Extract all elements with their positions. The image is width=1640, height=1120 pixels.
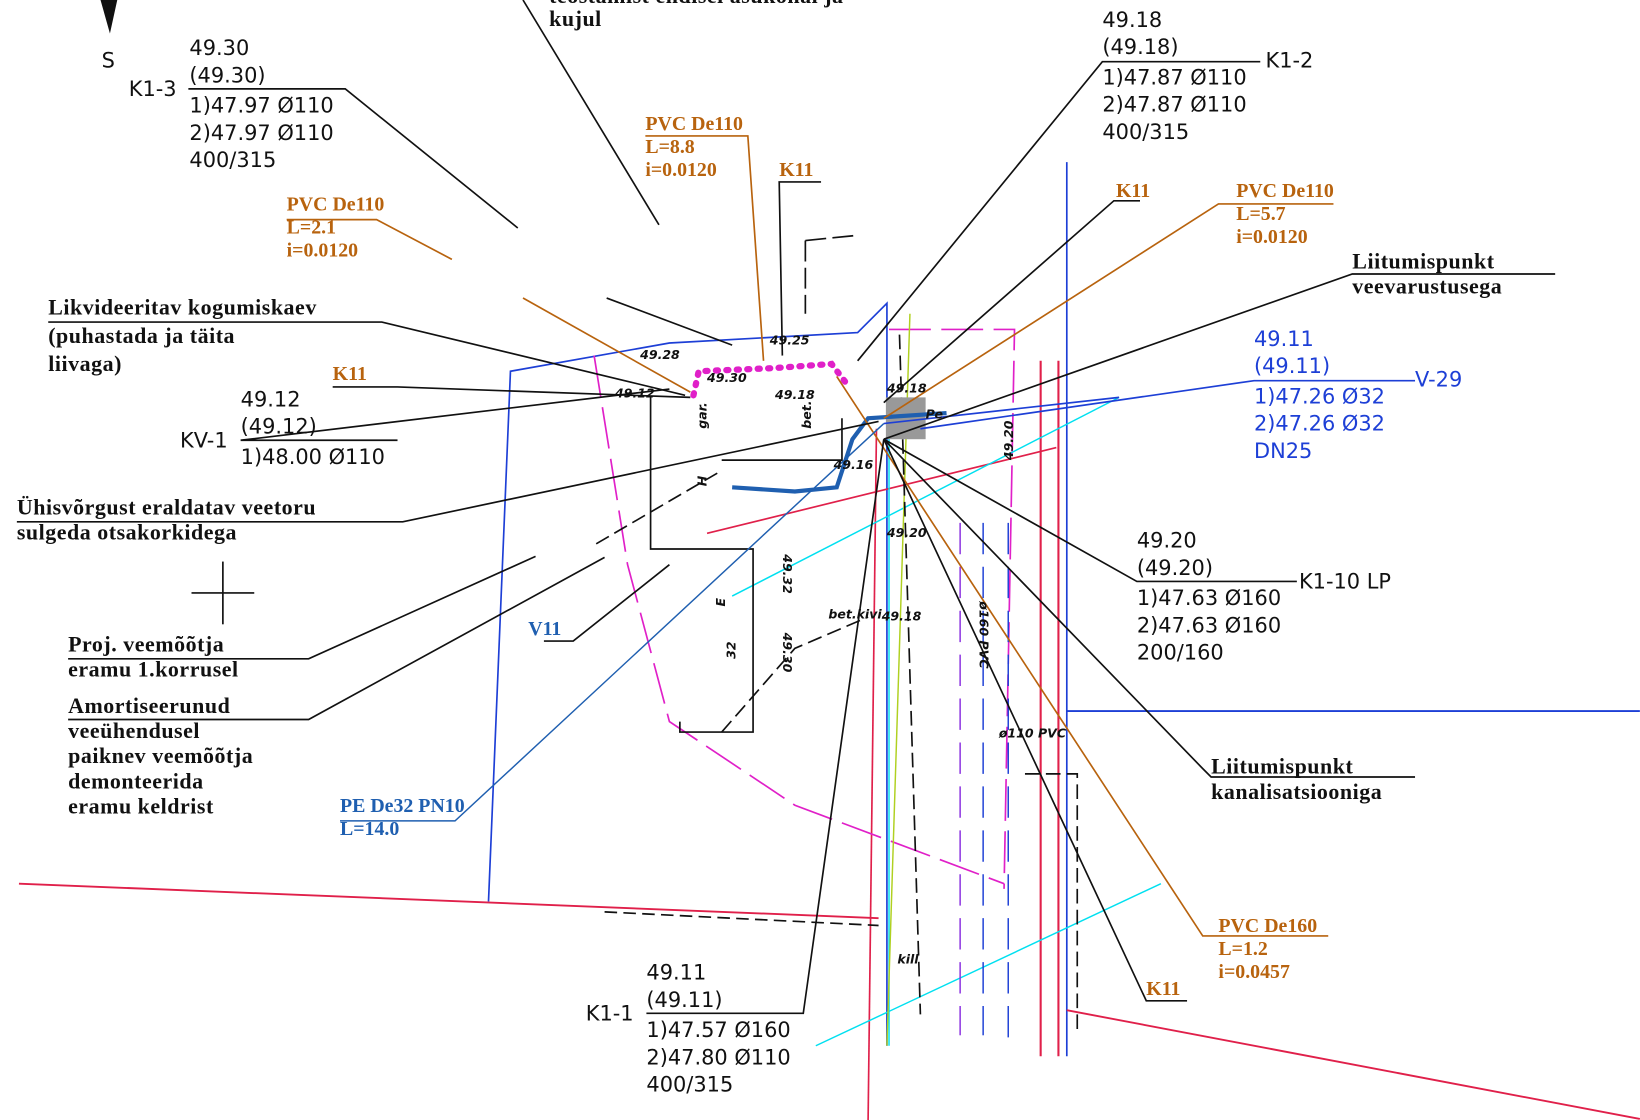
well-level: 49.18: [1102, 8, 1162, 32]
well-detail: 400/315: [1102, 120, 1189, 144]
pipe-spec: L=14.0: [340, 818, 399, 840]
map-label: 49.32: [780, 553, 795, 594]
well-level: 49.11: [1254, 327, 1314, 351]
note-top: kujul: [549, 6, 602, 31]
well-detail: 200/160: [1137, 641, 1224, 665]
well-level-design: (49.12): [241, 415, 317, 439]
note-text: Liitumispunkt: [1352, 249, 1494, 274]
note-text: Proj. veemõõtja: [68, 631, 224, 656]
pipe-spec: L=2.1: [287, 217, 336, 239]
note-text: kanalisatsiooniga: [1211, 779, 1382, 804]
north-label: S: [102, 49, 115, 73]
map-label: E: [713, 598, 728, 607]
map-label: bet.: [799, 401, 814, 429]
marker-label: V11: [528, 618, 561, 640]
well-detail: DN25: [1254, 439, 1312, 463]
pipe-spec: i=0.0120: [287, 240, 359, 262]
well-level-design: (49.20): [1137, 556, 1213, 580]
map-label: Pe: [926, 407, 944, 422]
well-detail: 1)47.26 Ø32: [1254, 384, 1385, 408]
marker-label: K11: [1146, 978, 1180, 1000]
pipe-spec: PE De32 PN10: [340, 795, 465, 817]
pipe-spec: L=8.8: [645, 136, 694, 158]
map-label: H: [694, 475, 709, 486]
well-name: K1-10 LP: [1299, 569, 1391, 593]
note-text: (puhastada ja täita: [48, 323, 235, 348]
marker-label: K11: [1116, 180, 1150, 202]
note-text: veeühendusel: [68, 718, 200, 743]
note-text: demonteerida: [68, 768, 204, 793]
pipe-spec: i=0.0120: [645, 159, 717, 181]
map-label: 49.30: [780, 632, 795, 673]
site-plan: Steostamist endisel asukohal jakujul49.3…: [0, 0, 1640, 1120]
well-detail: 1)47.97 Ø110: [189, 94, 333, 118]
well-level: 49.11: [646, 961, 706, 985]
well-level-design: (49.11): [646, 988, 722, 1012]
map-label: 49.20: [1001, 420, 1016, 461]
note-text: eramu 1.korrusel: [68, 656, 239, 681]
well-detail: 400/315: [189, 148, 276, 172]
well-level: 49.30: [189, 36, 249, 60]
pipe-spec: i=0.0457: [1218, 961, 1290, 983]
map-label: 49.16: [833, 457, 874, 472]
map-label: bet.kivi: [828, 606, 882, 621]
map-label: kill: [897, 952, 919, 967]
pipe-spec: PVC De110: [287, 194, 385, 216]
well-name: KV-1: [180, 428, 228, 452]
well-detail: 1)48.00 Ø110: [241, 445, 385, 469]
labels: Steostamist endisel asukohal jakujul49.3…: [17, 0, 1502, 1096]
pipe-spec: PVC De110: [645, 113, 743, 135]
note-text: sulgeda otsakorkidega: [17, 519, 237, 544]
map-label: gar.: [694, 402, 709, 429]
note-text: Ühisvõrgust eraldatav veetoru: [17, 494, 316, 519]
note-text: Likvideeritav kogumiskaev: [48, 295, 317, 320]
map-label: 49.28: [639, 347, 680, 362]
well-detail: 2)47.87 Ø110: [1102, 93, 1246, 117]
map-label: 49.18: [881, 608, 922, 623]
map-label: 49.18: [886, 381, 927, 396]
note-text: Amortiseerunud: [68, 693, 230, 718]
well-level-design: (49.11): [1254, 354, 1330, 378]
map-label: ø110 PVC: [998, 726, 1067, 741]
well-detail: 2)47.26 Ø32: [1254, 412, 1385, 436]
well-detail: 2)47.97 Ø110: [189, 121, 333, 145]
well-detail: 400/315: [646, 1072, 733, 1096]
pipe-spec: L=5.7: [1236, 203, 1285, 225]
well-level: 49.12: [241, 388, 301, 412]
note-text: paiknev veemõõtja: [68, 743, 253, 768]
well-name: K1-2: [1265, 49, 1313, 73]
well-level: 49.20: [1137, 529, 1197, 553]
note-text: liivaga): [48, 351, 122, 376]
marker-label: K11: [333, 363, 367, 385]
map-label: 49.20: [886, 525, 927, 540]
note-text: eramu keldrist: [68, 793, 214, 818]
well-detail: 1)47.63 Ø160: [1137, 586, 1281, 610]
note-text: Liitumispunkt: [1211, 754, 1353, 779]
well-detail: 1)47.57 Ø160: [646, 1018, 790, 1042]
marker-label: K11: [779, 159, 813, 181]
well-detail: 2)47.80 Ø110: [646, 1045, 790, 1069]
well-name: K1-1: [586, 1001, 634, 1025]
well-detail: 1)47.87 Ø110: [1102, 65, 1246, 89]
pipe-spec: PVC De110: [1236, 180, 1334, 202]
note-text: veevarustusega: [1352, 274, 1502, 299]
map-label: ø160 PVC: [977, 600, 992, 669]
pipe-spec: PVC De160: [1218, 915, 1317, 937]
well-level-design: (49.30): [189, 63, 265, 87]
well-name: K1-3: [129, 77, 177, 101]
map-label: 49.25: [769, 332, 810, 347]
pipe-spec: L=1.2: [1218, 938, 1267, 960]
well-name: V-29: [1415, 368, 1462, 392]
well-detail: 2)47.63 Ø160: [1137, 613, 1281, 637]
map-label: 49.12: [614, 386, 655, 401]
map-label: 32: [724, 641, 739, 659]
well-level-design: (49.18): [1102, 35, 1178, 59]
map-label: 49.30: [706, 370, 747, 385]
pipe-spec: i=0.0120: [1236, 226, 1308, 248]
